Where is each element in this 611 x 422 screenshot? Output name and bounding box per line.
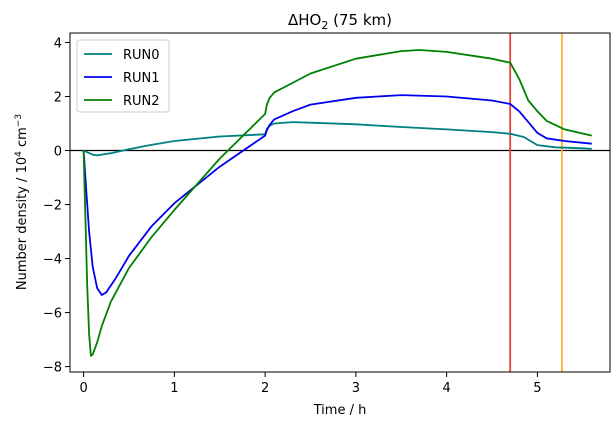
plot-area bbox=[70, 33, 610, 372]
chart-title: ΔHO2 (75 km) bbox=[288, 11, 392, 32]
legend-box bbox=[76, 39, 170, 113]
legend-label-run1: RUN1 bbox=[123, 71, 160, 86]
series-line-run2 bbox=[82, 49, 593, 357]
x-axis: 0 1 2 3 4 5 bbox=[79, 372, 542, 396]
x-tick-label: 4 bbox=[442, 381, 450, 396]
legend-label-run0: RUN0 bbox=[123, 48, 160, 63]
y-tick-label: 2 bbox=[54, 90, 62, 105]
x-tick-label: 0 bbox=[79, 381, 87, 396]
x-tick-label: 2 bbox=[261, 381, 269, 396]
x-tick-label: 5 bbox=[533, 381, 541, 396]
y-tick-label: −8 bbox=[43, 361, 62, 376]
y-tick-label: 4 bbox=[54, 36, 62, 51]
legend: RUN0 RUN1 RUN2 bbox=[76, 39, 170, 113]
legend-label-run2: RUN2 bbox=[123, 94, 160, 109]
y-tick-label: −6 bbox=[43, 307, 62, 322]
series-line-run1 bbox=[82, 94, 592, 296]
y-axis: −8 −6 −4 −2 0 2 4 bbox=[43, 36, 70, 376]
x-tick-label: 3 bbox=[352, 381, 360, 396]
y-tick-label: −2 bbox=[43, 199, 62, 214]
plot-frame bbox=[69, 32, 611, 373]
x-tick-label: 1 bbox=[170, 381, 178, 396]
y-tick-label: 0 bbox=[54, 145, 62, 160]
y-tick-label: −4 bbox=[43, 253, 62, 268]
y-axis-label: Number density / 104 cm−3 bbox=[14, 114, 30, 290]
x-axis-label: Time / h bbox=[313, 403, 367, 418]
